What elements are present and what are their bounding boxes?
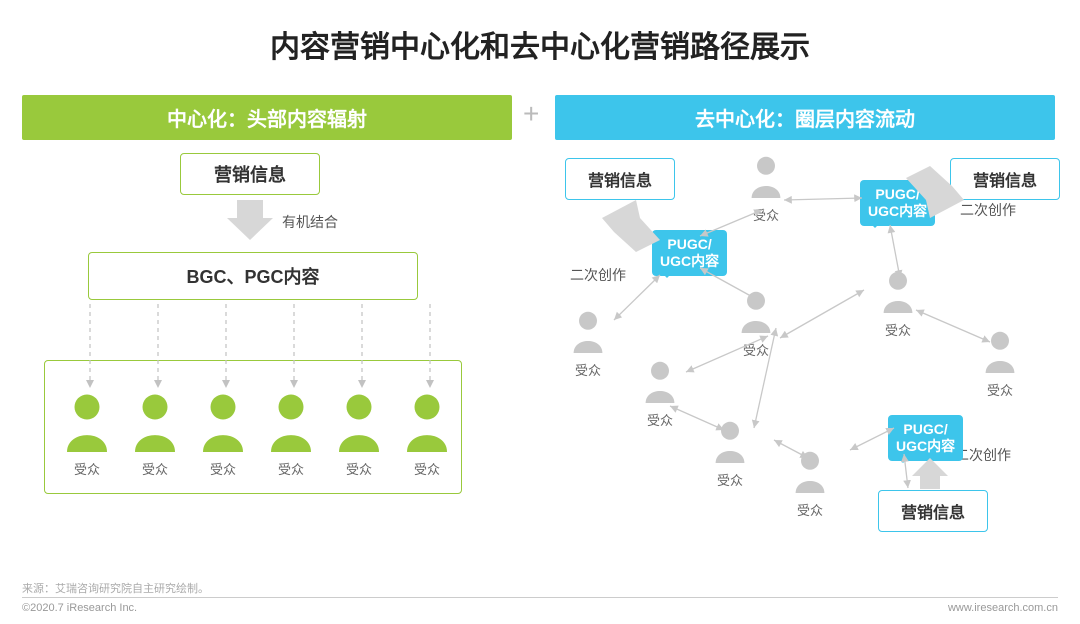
audience-label: 受众 xyxy=(642,410,678,429)
network-person: 受众 xyxy=(570,310,606,379)
audience-label: 受众 xyxy=(792,500,828,519)
audience-person: 受众 xyxy=(266,392,316,478)
pugc-bubble: PUGC/UGC内容 xyxy=(860,180,935,226)
right-banner: 去中心化：圈层内容流动 xyxy=(555,95,1055,140)
left-content-box: BGC、PGC内容 xyxy=(88,252,418,300)
copyright-text: ©2020.7 iResearch Inc. xyxy=(22,602,137,614)
audience-label: 受众 xyxy=(712,470,748,489)
right-info-box: 营销信息 xyxy=(565,158,675,200)
audience-person: 受众 xyxy=(62,392,112,478)
right-info-box: 营销信息 xyxy=(950,158,1060,200)
network-person: 受众 xyxy=(792,450,828,519)
audience-person: 受众 xyxy=(334,392,384,478)
network-person: 受众 xyxy=(642,360,678,429)
audience-label: 受众 xyxy=(748,205,784,224)
network-person: 受众 xyxy=(982,330,1018,399)
combine-label: 有机结合 xyxy=(282,212,338,232)
pugc-bubble: PUGC/UGC内容 xyxy=(652,230,727,276)
recreate-label: 二次创作 xyxy=(955,445,1011,465)
audience-label: 受众 xyxy=(334,459,384,478)
right-info-box: 营销信息 xyxy=(878,490,988,532)
audience-label: 受众 xyxy=(266,459,316,478)
audience-person: 受众 xyxy=(198,392,248,478)
network-person: 受众 xyxy=(712,420,748,489)
page-title: 内容营销中心化和去中心化营销路径展示 xyxy=(0,0,1080,66)
audience-label: 受众 xyxy=(570,360,606,379)
audience-label: 受众 xyxy=(198,459,248,478)
network-person: 受众 xyxy=(748,155,784,224)
audience-label: 受众 xyxy=(130,459,180,478)
recreate-label: 二次创作 xyxy=(570,265,626,285)
network-person: 受众 xyxy=(738,290,774,359)
source-text: 来源：艾瑞咨询研究院自主研究绘制。 xyxy=(22,580,209,596)
audience-label: 受众 xyxy=(738,340,774,359)
audience-label: 受众 xyxy=(982,380,1018,399)
url-text: www.iresearch.com.cn xyxy=(948,602,1058,614)
plus-sign: + xyxy=(523,98,539,130)
pugc-bubble: PUGC/UGC内容 xyxy=(888,415,963,461)
footer-divider xyxy=(22,597,1058,598)
audience-label: 受众 xyxy=(62,459,112,478)
audience-label: 受众 xyxy=(402,459,452,478)
audience-person: 受众 xyxy=(130,392,180,478)
audience-label: 受众 xyxy=(880,320,916,339)
audience-person: 受众 xyxy=(402,392,452,478)
left-info-box: 营销信息 xyxy=(180,153,320,195)
recreate-label: 二次创作 xyxy=(960,200,1016,220)
left-banner: 中心化：头部内容辐射 xyxy=(22,95,512,140)
network-person: 受众 xyxy=(880,270,916,339)
